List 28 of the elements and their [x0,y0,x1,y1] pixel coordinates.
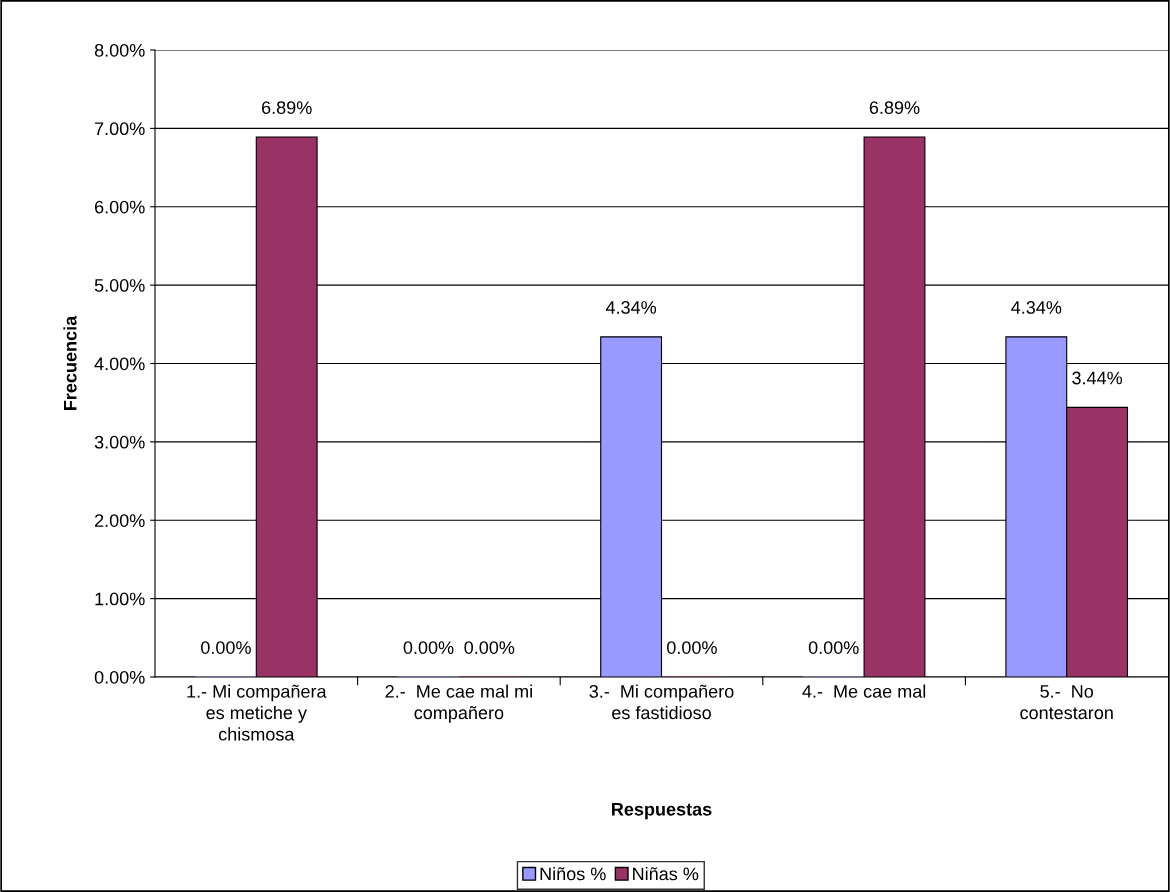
data-label: 4.34% [1011,301,1062,314]
data-label: 0.00% [201,641,251,654]
data-label: 6.89% [869,101,920,114]
y-tick-label: 6.00% [95,200,145,214]
data-label: 3.44% [1072,371,1123,385]
x-tick-label: 1.- Mi compañera es metiche y chismosa [187,684,327,741]
y-tick-label: 3.00% [94,435,145,449]
data-label: 0.00% [464,641,515,654]
data-label: 0.00% [667,641,717,654]
y-tick-label: 0.00% [94,670,145,684]
x-tick-label: 2.- Me cae mal mi compañero [385,684,532,723]
data-label: 0.00% [808,641,859,654]
x-tick-label: 5.- No contestaron [1020,685,1113,720]
x-axis-title: Respuestas [612,803,712,820]
y-tick-label: 4.00% [94,357,145,371]
y-tick-label: 1.00% [95,592,145,606]
x-tick-label: 4.- Me cae mal [802,684,926,698]
legend-label: Niñas % [633,867,699,881]
y-axis-title: Frecuencia [63,315,77,410]
x-tick-label: 3.- Mi compañero es fastidioso [589,684,734,720]
legend-label: Niños % [540,867,606,881]
data-label: 6.89% [262,101,312,114]
data-label: 0.00% [403,641,454,654]
y-tick-label: 2.00% [94,514,145,527]
y-tick-label: 7.00% [95,122,145,136]
data-label: 4.34% [605,301,657,314]
y-tick-label: 8.00% [94,43,145,57]
y-tick-label: 5.00% [94,279,145,292]
